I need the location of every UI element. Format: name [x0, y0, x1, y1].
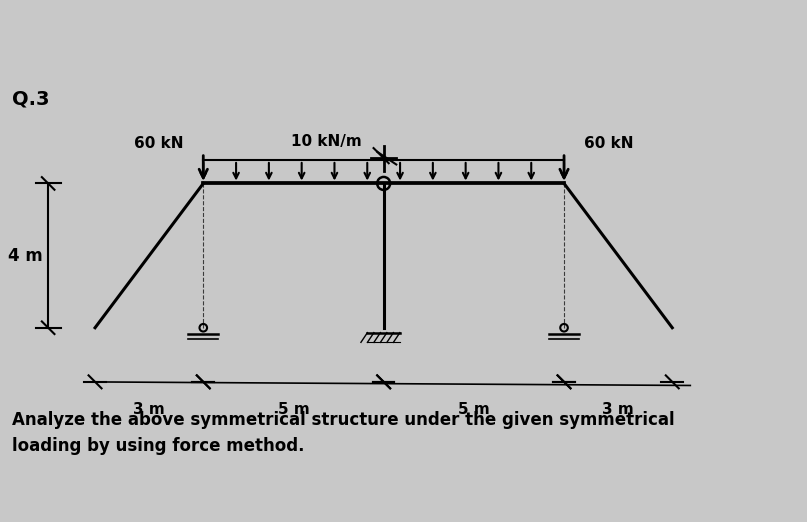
Text: Q.3: Q.3 — [12, 90, 49, 109]
Text: 10 kN/m: 10 kN/m — [291, 134, 362, 149]
Text: 4 m: 4 m — [8, 246, 43, 265]
Text: Analyze the above symmetrical structure under the given symmetrical
loading by u: Analyze the above symmetrical structure … — [12, 411, 675, 455]
Text: 5 m: 5 m — [458, 402, 490, 417]
Text: 3 m: 3 m — [133, 402, 165, 417]
Text: 60 kN: 60 kN — [584, 136, 633, 151]
Text: 60 kN: 60 kN — [134, 136, 183, 151]
Text: 3 m: 3 m — [602, 402, 634, 417]
Text: 5 m: 5 m — [278, 402, 309, 417]
